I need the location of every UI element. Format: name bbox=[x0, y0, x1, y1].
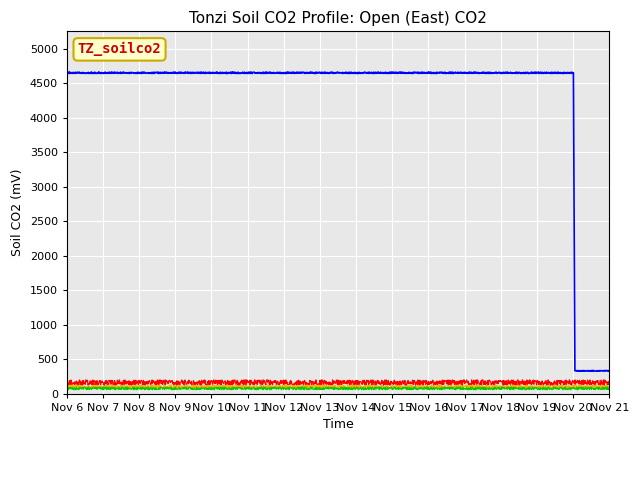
-8cm bbox=[353, 384, 360, 390]
-16cm bbox=[63, 70, 70, 76]
-16cm bbox=[605, 368, 613, 373]
-8cm bbox=[494, 384, 502, 390]
-2cm bbox=[423, 380, 431, 386]
-16cm bbox=[170, 70, 178, 75]
Line: -2cm: -2cm bbox=[67, 380, 609, 385]
-2cm bbox=[541, 379, 549, 384]
Line: -16cm: -16cm bbox=[67, 72, 609, 371]
-4cm bbox=[184, 383, 191, 388]
-4cm bbox=[72, 382, 80, 388]
-2cm bbox=[184, 379, 191, 385]
-16cm bbox=[422, 70, 430, 75]
-4cm bbox=[244, 384, 252, 389]
Title: Tonzi Soil CO2 Profile: Open (East) CO2: Tonzi Soil CO2 Profile: Open (East) CO2 bbox=[189, 11, 487, 26]
-8cm bbox=[184, 385, 191, 391]
-16cm bbox=[541, 70, 549, 75]
-8cm bbox=[541, 386, 549, 392]
X-axis label: Time: Time bbox=[323, 418, 353, 431]
-4cm bbox=[502, 385, 509, 391]
-2cm bbox=[372, 383, 380, 388]
-16cm bbox=[441, 69, 449, 75]
-16cm bbox=[244, 71, 252, 76]
-4cm bbox=[493, 384, 501, 390]
-8cm bbox=[63, 386, 70, 392]
-4cm bbox=[63, 382, 70, 388]
-2cm bbox=[63, 380, 70, 386]
Y-axis label: Soil CO2 (mV): Soil CO2 (mV) bbox=[11, 169, 24, 256]
-16cm bbox=[493, 71, 501, 76]
-2cm bbox=[263, 377, 271, 383]
-8cm bbox=[605, 385, 613, 391]
-2cm bbox=[494, 379, 502, 385]
-16cm bbox=[575, 368, 583, 374]
-2cm bbox=[244, 379, 252, 384]
-2cm bbox=[605, 379, 613, 384]
-8cm bbox=[171, 384, 179, 390]
-8cm bbox=[423, 386, 431, 392]
Text: TZ_soilco2: TZ_soilco2 bbox=[77, 42, 161, 57]
-16cm bbox=[184, 69, 191, 75]
-4cm bbox=[171, 384, 179, 390]
-4cm bbox=[605, 385, 613, 391]
-4cm bbox=[541, 383, 549, 389]
-8cm bbox=[244, 385, 252, 391]
Line: -8cm: -8cm bbox=[67, 387, 609, 390]
-4cm bbox=[422, 383, 430, 388]
-8cm bbox=[71, 387, 79, 393]
Line: -4cm: -4cm bbox=[67, 385, 609, 388]
-2cm bbox=[170, 382, 178, 388]
